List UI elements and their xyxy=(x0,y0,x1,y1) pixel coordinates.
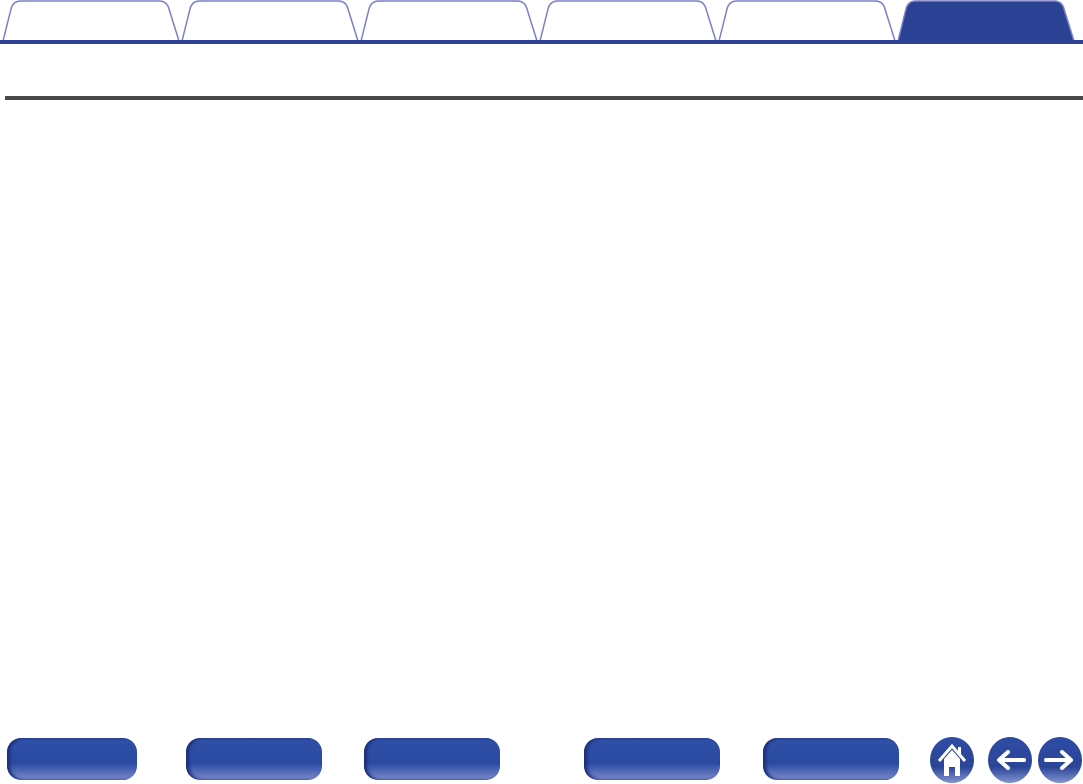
footer-button-4[interactable] xyxy=(584,738,720,780)
tab-3[interactable] xyxy=(360,0,538,42)
tab-6[interactable] xyxy=(897,0,1076,42)
tab-2[interactable] xyxy=(181,0,359,42)
tab-4[interactable] xyxy=(539,0,717,42)
section-divider xyxy=(5,96,1083,100)
tab-5[interactable] xyxy=(718,0,896,42)
back-button[interactable] xyxy=(988,737,1032,783)
tab-bar xyxy=(0,0,1083,44)
arrow-left-icon xyxy=(997,750,1026,770)
tab-baseline xyxy=(0,40,1083,44)
tab-1[interactable] xyxy=(2,0,180,42)
forward-button[interactable] xyxy=(1038,737,1082,783)
footer-button-5[interactable] xyxy=(763,738,899,780)
home-icon xyxy=(937,743,967,776)
footer-button-2[interactable] xyxy=(186,738,322,780)
home-button[interactable] xyxy=(930,737,974,783)
footer-button-3[interactable] xyxy=(364,738,500,780)
footer-button-1[interactable] xyxy=(7,738,137,780)
arrow-right-icon xyxy=(1044,750,1073,770)
